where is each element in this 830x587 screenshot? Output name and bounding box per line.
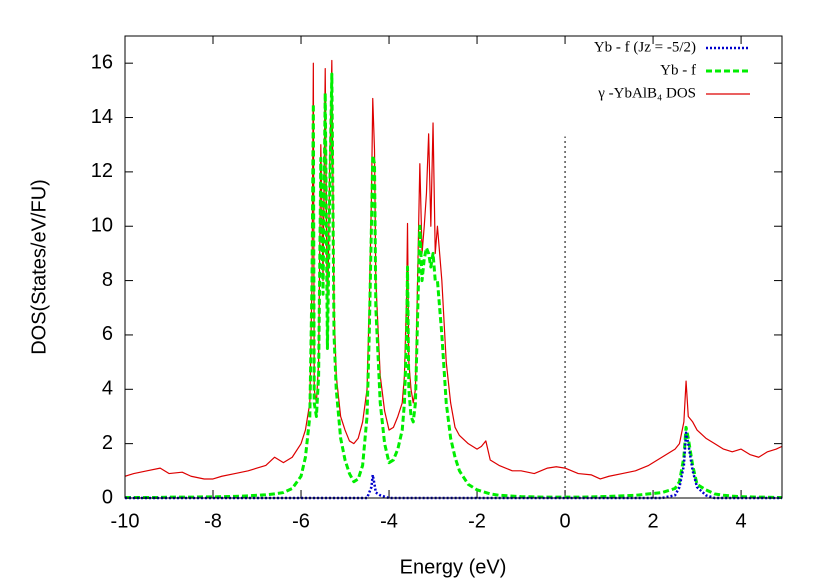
x-tick-label: 0 xyxy=(559,510,570,532)
series-line xyxy=(124,59,783,480)
y-tick-label: 6 xyxy=(102,323,113,345)
y-tick-label: 14 xyxy=(91,106,113,128)
x-tick-label: -6 xyxy=(292,510,310,532)
x-tick-label: -10 xyxy=(111,510,140,532)
legend-label: Yb - f (Jz = -5/2) xyxy=(594,39,696,55)
legend-label: Yb - f xyxy=(660,62,696,78)
series-line xyxy=(125,431,782,500)
x-tick-label: -8 xyxy=(204,510,222,532)
y-tick-label: 4 xyxy=(102,378,113,400)
y-tick-label: 12 xyxy=(91,160,113,182)
x-tick-label: 2 xyxy=(648,510,659,532)
y-tick-label: 8 xyxy=(102,269,113,291)
plot-frame xyxy=(124,35,783,499)
x-tick-label: 4 xyxy=(736,510,747,532)
y-tick-label: 10 xyxy=(91,215,113,237)
x-tick-label: -4 xyxy=(380,510,398,532)
x-axis-label: Energy (eV) xyxy=(400,556,507,578)
series-line xyxy=(125,72,782,499)
y-tick-label: 16 xyxy=(91,51,113,73)
x-tick-label: -2 xyxy=(468,510,486,532)
legend-label: γ -YbAlB₄ DOS xyxy=(597,85,696,101)
y-tick-label: 2 xyxy=(102,432,113,454)
y-tick-label: 0 xyxy=(102,486,113,508)
y-axis-label: DOS(States/eV/FU) xyxy=(28,179,50,355)
